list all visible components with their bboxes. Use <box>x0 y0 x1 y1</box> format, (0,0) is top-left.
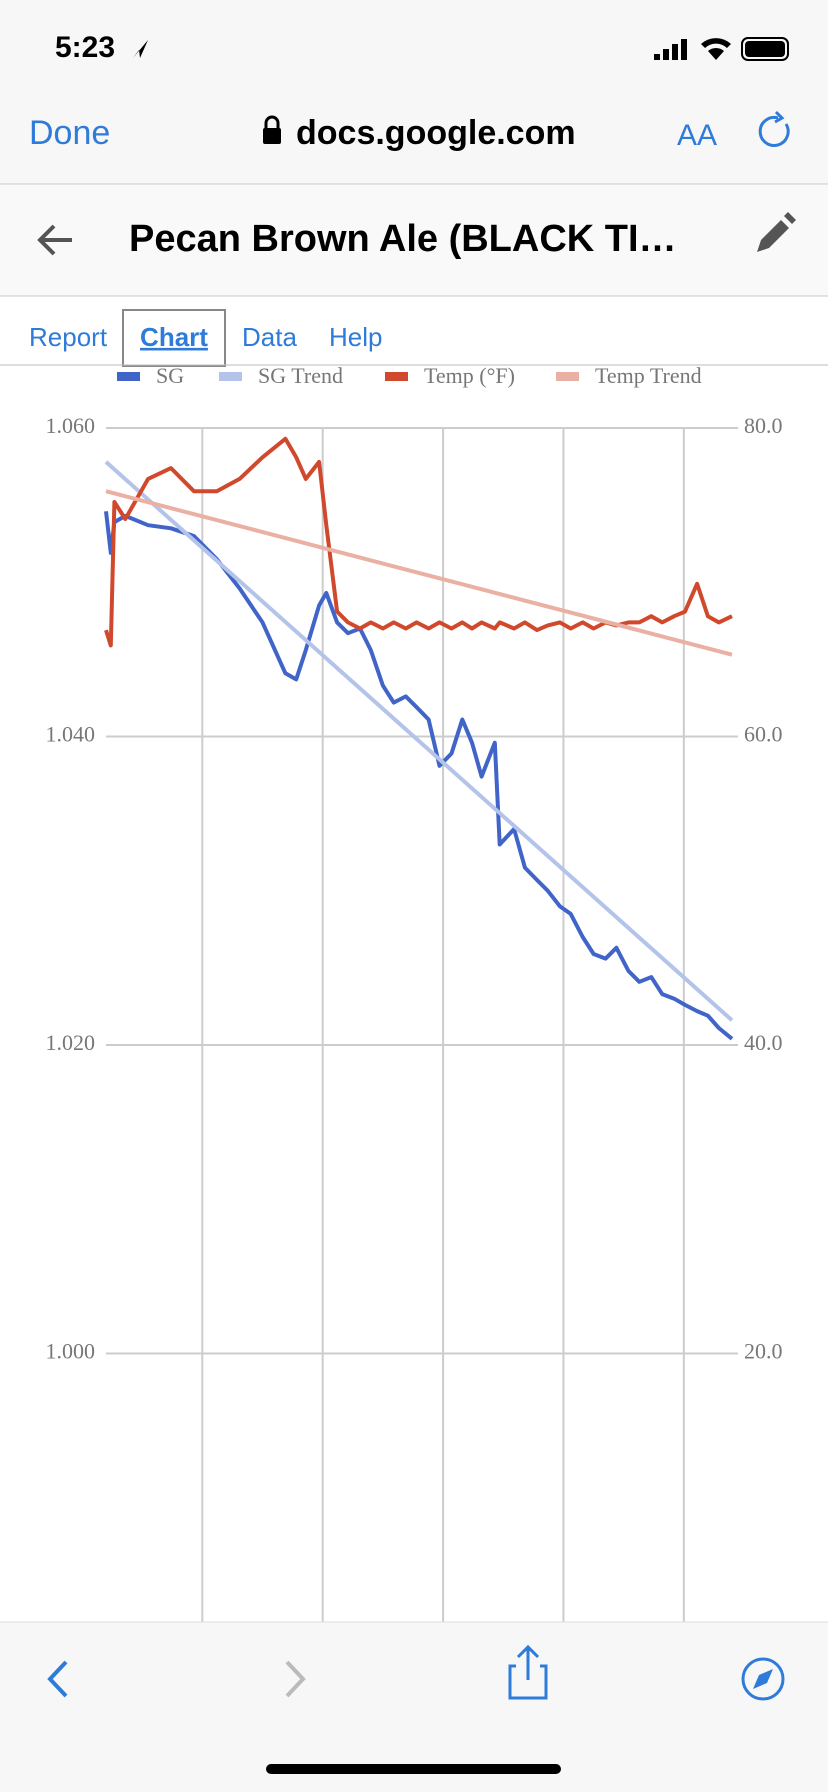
series-line <box>105 489 733 657</box>
y2-tick-label: 20.0 <box>744 1339 783 1364</box>
series-line <box>104 436 733 648</box>
tab[interactable]: Report <box>29 322 108 352</box>
lock-shackle <box>264 115 280 128</box>
active-tab-box <box>122 309 226 367</box>
legend-swatch <box>385 372 408 381</box>
chart: 1.000 1.020 1.040 1.060 20.0 40.0 60.0 80.0 SG SG… <box>46 363 783 1662</box>
lock-icon <box>263 128 281 144</box>
tab-active[interactable]: Chart <box>140 322 208 352</box>
edit-button[interactable] <box>757 212 796 252</box>
series-line <box>104 460 734 1022</box>
legend-swatch <box>117 372 140 381</box>
y2-tick-label: 80.0 <box>744 413 783 438</box>
safari-button[interactable] <box>741 1657 785 1701</box>
reload-button[interactable] <box>758 115 790 147</box>
nav-back[interactable] <box>47 1660 68 1698</box>
nav-forward[interactable] <box>285 1660 306 1698</box>
time: 5:23 <box>55 31 115 64</box>
y-tick-label: 1.040 <box>46 722 96 747</box>
title-bar <box>0 185 828 296</box>
share-button[interactable] <box>508 1644 548 1700</box>
legend-label: Temp (°F) <box>424 363 515 388</box>
y2-tick-label: 40.0 <box>744 1030 783 1055</box>
series-line <box>104 511 734 1041</box>
wifi-icon <box>701 38 731 60</box>
doc-title: Pecan Brown Ale (BLACK TI… <box>129 218 677 260</box>
legend-label: Temp Trend <box>595 363 702 388</box>
y-tick-label: 1.000 <box>46 1339 96 1364</box>
legend-label: SG <box>156 363 184 388</box>
y-tick-label: 1.060 <box>46 413 96 438</box>
legend-swatch <box>556 372 579 381</box>
tab[interactable]: Help <box>329 322 382 352</box>
battery-icon <box>741 37 789 61</box>
compass-needle <box>753 1669 773 1689</box>
done-button[interactable]: Done <box>29 114 110 152</box>
legend-swatch <box>219 372 242 381</box>
bottom-toolbar <box>0 1621 828 1792</box>
legend-label: SG Trend <box>258 363 343 388</box>
url[interactable]: docs.google.com <box>296 114 576 152</box>
back-button[interactable] <box>37 224 72 256</box>
signal-icon <box>654 39 687 60</box>
y-tick-label: 1.020 <box>46 1030 96 1055</box>
location-icon <box>133 40 148 58</box>
y2-tick-label: 60.0 <box>744 722 783 747</box>
reload-arrow <box>774 110 785 124</box>
battery-level <box>745 41 785 57</box>
home-indicator <box>266 1764 561 1774</box>
tab[interactable]: Data <box>242 322 297 352</box>
text-size-button[interactable]: AA <box>677 119 717 152</box>
browser-bar <box>0 0 828 184</box>
